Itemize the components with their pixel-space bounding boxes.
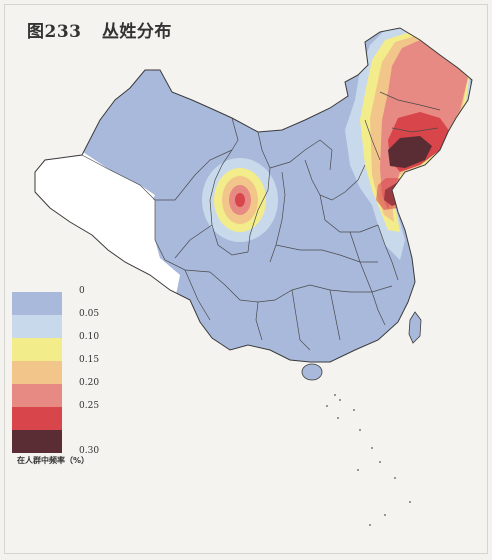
boundary-henan-north	[319, 194, 379, 233]
no-data-west-region	[35, 150, 180, 300]
legend-row-5: 0.25	[12, 401, 122, 430]
map-title: 图233 丛姓分布	[27, 17, 172, 42]
boundary-qinghai-north	[155, 149, 233, 201]
boundary-inner-mongolia	[269, 139, 333, 171]
legend-row-2: 0.10	[12, 332, 122, 361]
island-dot	[394, 477, 396, 479]
boundary-jilin-liaoning	[391, 127, 439, 133]
boundary-heilongjiang-jilin	[379, 91, 441, 111]
boundary-xinjiang-tibet	[81, 154, 156, 201]
band-025-gansu	[235, 193, 245, 207]
legend-swatch	[12, 338, 62, 361]
legend-label: 0.15	[79, 355, 100, 365]
island-dot	[371, 447, 373, 449]
island-dot	[339, 399, 341, 401]
hainan-island	[301, 363, 323, 381]
island-dot	[357, 469, 359, 471]
legend-swatch	[12, 384, 62, 407]
legend-swatch	[12, 430, 62, 453]
boundary-fujian	[371, 291, 386, 326]
figure-number: 图233	[27, 22, 82, 42]
legend-row-6: 0.30	[12, 430, 122, 456]
province-boundaries	[81, 91, 441, 351]
island-dot	[334, 394, 336, 396]
boundary-gansu	[209, 117, 249, 256]
boundary-hubei-north	[275, 244, 378, 263]
legend-label: 0.05	[79, 309, 100, 319]
boundary-hebei	[304, 159, 366, 201]
legend-row-3: 0.15	[12, 355, 122, 384]
legend-label: 0.20	[79, 378, 100, 388]
legend-label: 0.30	[79, 446, 100, 456]
legend-swatch	[12, 361, 62, 384]
boundary-jiangxi-guangdong	[329, 289, 341, 341]
legend-label: 0	[79, 286, 85, 296]
legend-row-1: 0.05	[12, 309, 122, 338]
boundary-guizhou-guangxi	[255, 301, 263, 341]
legend: 0 0.05 0.10 0.15 0.20 0.25 0.30	[12, 286, 122, 456]
no-data-xinjiang-region	[35, 150, 155, 205]
island-dot	[379, 461, 381, 463]
legend-swatch	[12, 315, 62, 338]
taiwan-island	[408, 311, 422, 344]
legend-label: 0.25	[79, 401, 100, 411]
boundary-shanxi	[269, 171, 286, 263]
island-dot	[384, 514, 386, 516]
legend-label: 0.10	[79, 332, 100, 342]
island-dot	[409, 501, 411, 503]
legend-row-4: 0.20	[12, 378, 122, 407]
legend-row-0: 0	[12, 286, 122, 315]
legend-swatch	[12, 407, 62, 430]
band-030-liaodong	[388, 136, 432, 168]
surname-title: 丛姓分布	[101, 22, 172, 42]
boundary-qinghai-sichuan	[174, 224, 213, 259]
island-dot	[353, 409, 355, 411]
legend-caption: 在人群中频率（%）	[17, 456, 90, 465]
boundary-sichuan-yunnan	[184, 269, 211, 321]
boundary-qinghai-south	[154, 200, 211, 273]
legend-swatch	[12, 292, 62, 315]
island-dot	[337, 417, 339, 419]
boundary-liaoning-west	[364, 119, 381, 161]
boundary-anhui-jiangxi	[349, 231, 373, 293]
south-sea-islands	[326, 394, 411, 526]
island-dot	[369, 524, 371, 526]
boundary-jiangsu-zhejiang	[377, 224, 399, 281]
island-dot	[359, 429, 361, 431]
boundary-hunan-guangdong	[291, 289, 311, 351]
island-dot	[326, 405, 328, 407]
band-025-shandong	[376, 178, 414, 210]
boundary-ningxia-shaanxi	[247, 131, 271, 253]
